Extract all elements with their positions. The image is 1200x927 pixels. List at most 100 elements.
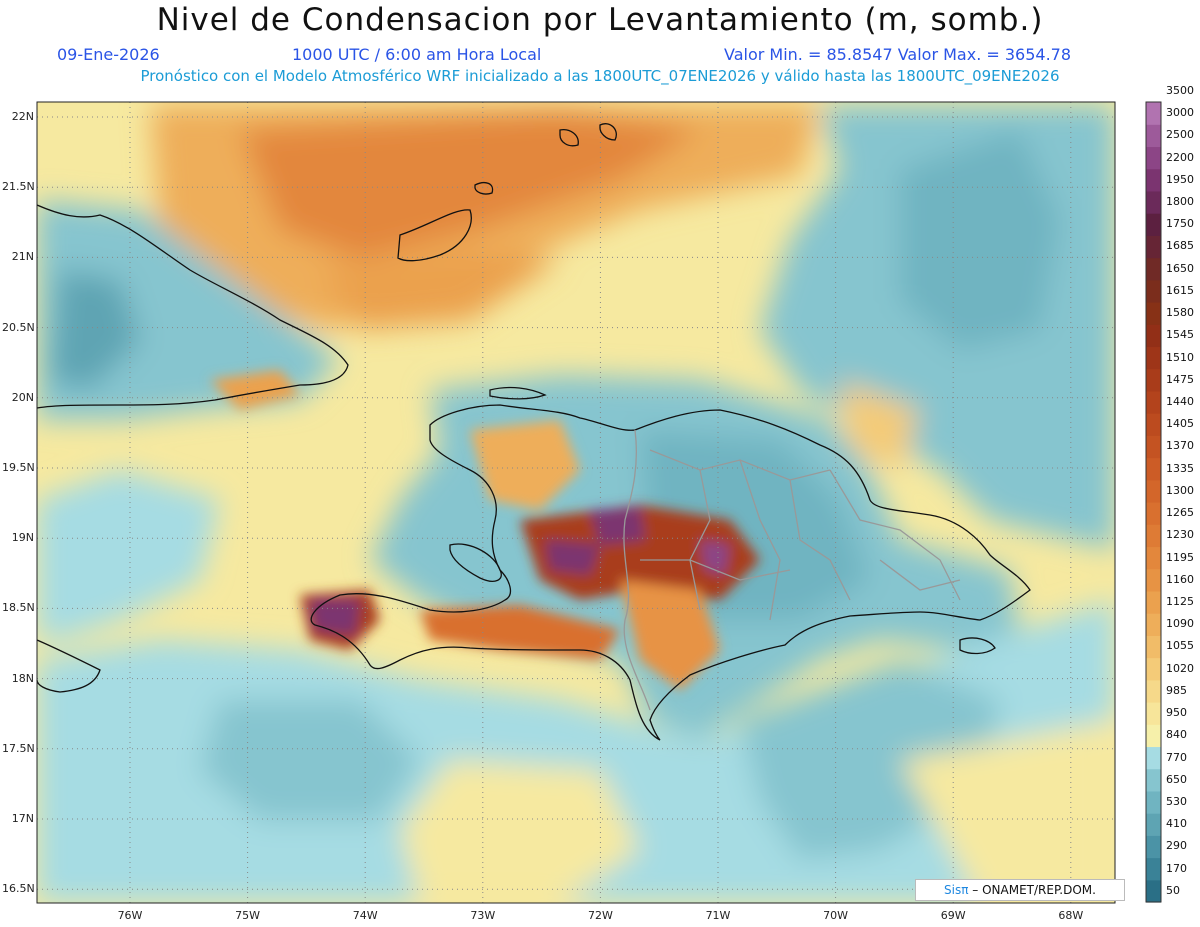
colorbar-level-label: 1265 xyxy=(1166,506,1194,520)
colorbar-level-label: 1405 xyxy=(1166,417,1194,431)
min-max-values: Valor Min. = 85.8547 Valor Max. = 3654.7… xyxy=(724,45,1072,64)
colorbar-swatch xyxy=(1146,479,1161,503)
colorbar-level-label: 2500 xyxy=(1166,128,1194,142)
colorbar-swatch xyxy=(1146,457,1161,481)
colorbar-swatch xyxy=(1146,635,1161,659)
inagua-small xyxy=(474,182,494,195)
graticule xyxy=(37,102,1115,903)
colorbar-swatch xyxy=(1146,590,1161,614)
tortuga-island xyxy=(489,386,547,400)
colorbar-swatch xyxy=(1146,346,1161,370)
colorbar-swatch xyxy=(1146,613,1161,636)
lat-label: 16.5N xyxy=(2,882,35,896)
saona-island xyxy=(959,637,996,655)
colorbar-level-label: 1685 xyxy=(1166,239,1194,253)
colorbar-level-label: 1650 xyxy=(1166,261,1194,275)
colorbar-level-label: 50 xyxy=(1166,883,1180,897)
colorbar-level-label: 1370 xyxy=(1166,439,1194,453)
coastlines xyxy=(36,123,1031,741)
model-info: Pronóstico con el Modelo Atmosférico WRF… xyxy=(140,67,1060,85)
colorbar-swatch xyxy=(1146,657,1161,681)
colorbar-level-label: 1160 xyxy=(1166,572,1194,586)
colorbar-level-label: 3500 xyxy=(1166,83,1194,97)
colorbar-swatch xyxy=(1146,857,1161,881)
lon-label: 69W xyxy=(940,909,966,922)
colorbar-level-label: 1300 xyxy=(1166,483,1194,497)
colorbar-level-label: 1020 xyxy=(1166,661,1194,675)
colorbar-swatch xyxy=(1146,879,1161,903)
lat-label: 19.5N xyxy=(2,461,35,474)
colorbar-level-label: 1475 xyxy=(1166,372,1194,386)
colorbar-level-label: 770 xyxy=(1166,750,1187,764)
colorbar-level-label: 1440 xyxy=(1166,395,1194,408)
colorbar-swatch xyxy=(1146,102,1161,125)
lon-label: 76W xyxy=(117,909,143,922)
colorbar-swatch xyxy=(1146,724,1161,748)
lat-label: 17N xyxy=(11,812,34,825)
lat-label: 19N xyxy=(11,531,34,545)
lon-label: 70W xyxy=(823,909,849,922)
colorbar-swatch xyxy=(1146,524,1161,548)
colorbar-swatch xyxy=(1146,435,1161,459)
colorbar-level-label: 1230 xyxy=(1166,528,1194,542)
colorbar-swatch xyxy=(1146,190,1161,214)
lat-label: 21.5N xyxy=(2,180,35,194)
forecast-time: 1000 UTC / 6:00 am Hora Local xyxy=(292,45,542,64)
colorbar-level-label: 1055 xyxy=(1166,639,1194,653)
shaded-field xyxy=(37,102,1115,903)
caicos-east xyxy=(599,123,617,141)
hispaniola-coast xyxy=(310,404,1031,741)
colorbar-swatch xyxy=(1146,413,1161,436)
colorbar-swatch xyxy=(1146,302,1161,325)
colorbar-swatch xyxy=(1146,568,1161,592)
colorbar-level-label: 1580 xyxy=(1166,306,1194,320)
colorbar-swatch xyxy=(1146,257,1161,281)
colorbar-level-label: 985 xyxy=(1166,683,1187,697)
lat-label: 22N xyxy=(11,110,34,123)
colorbar-swatch xyxy=(1146,835,1161,859)
lon-label: 72W xyxy=(587,909,613,922)
colorbar-level-label: 1800 xyxy=(1166,195,1194,208)
forecast-date: 09-Ene-2026 xyxy=(57,45,160,64)
colorbar-level-label: 950 xyxy=(1166,706,1187,720)
colorbar xyxy=(1146,102,1161,903)
colorbar-swatch xyxy=(1146,213,1161,236)
lat-label: 21N xyxy=(11,250,34,264)
colorbar-swatch xyxy=(1146,324,1161,348)
colorbar-level-label: 1545 xyxy=(1166,328,1194,342)
lat-label: 18.5N xyxy=(2,601,35,615)
gonave-island xyxy=(449,543,502,582)
colorbar-swatch xyxy=(1146,124,1161,148)
colorbar-level-label: 1090 xyxy=(1166,617,1194,631)
great-inagua xyxy=(397,209,472,262)
colorbar-level-label: 1335 xyxy=(1166,461,1194,475)
lon-label: 75W xyxy=(235,909,261,922)
credit-text: – ONAMET/REP.DOM. xyxy=(972,883,1096,897)
colorbar-swatch xyxy=(1146,813,1161,836)
colorbar-level-label: 530 xyxy=(1166,795,1187,808)
colorbar-swatch xyxy=(1146,746,1161,770)
colorbar-swatch xyxy=(1146,768,1161,792)
lon-label: 73W xyxy=(470,909,496,922)
colorbar-level-label: 840 xyxy=(1166,728,1187,742)
colorbar-level-label: 170 xyxy=(1166,861,1187,875)
cuba-coast xyxy=(36,204,349,409)
province-borders xyxy=(623,429,961,711)
lon-label: 71W xyxy=(705,909,731,922)
sispi-logo: Sisπ xyxy=(944,883,969,897)
colorbar-level-label: 1195 xyxy=(1166,550,1194,564)
colorbar-swatch xyxy=(1146,679,1161,703)
colorbar-level-label: 1750 xyxy=(1166,217,1194,231)
colorbar-swatch xyxy=(1146,702,1161,725)
lat-label: 20.5N xyxy=(2,320,35,334)
map-title: Nivel de Condensacion por Levantamiento … xyxy=(156,2,1044,38)
colorbar-swatch xyxy=(1146,146,1161,170)
colorbar-level-label: 650 xyxy=(1166,772,1187,786)
colorbar-swatch xyxy=(1146,546,1161,570)
colorbar-swatch xyxy=(1146,390,1161,414)
lon-label: 68W xyxy=(1058,909,1084,922)
turks-caicos xyxy=(559,129,579,147)
colorbar-frame xyxy=(1145,101,1162,903)
colorbar-level-label: 1125 xyxy=(1166,595,1194,608)
jamaica-coast xyxy=(36,639,101,693)
